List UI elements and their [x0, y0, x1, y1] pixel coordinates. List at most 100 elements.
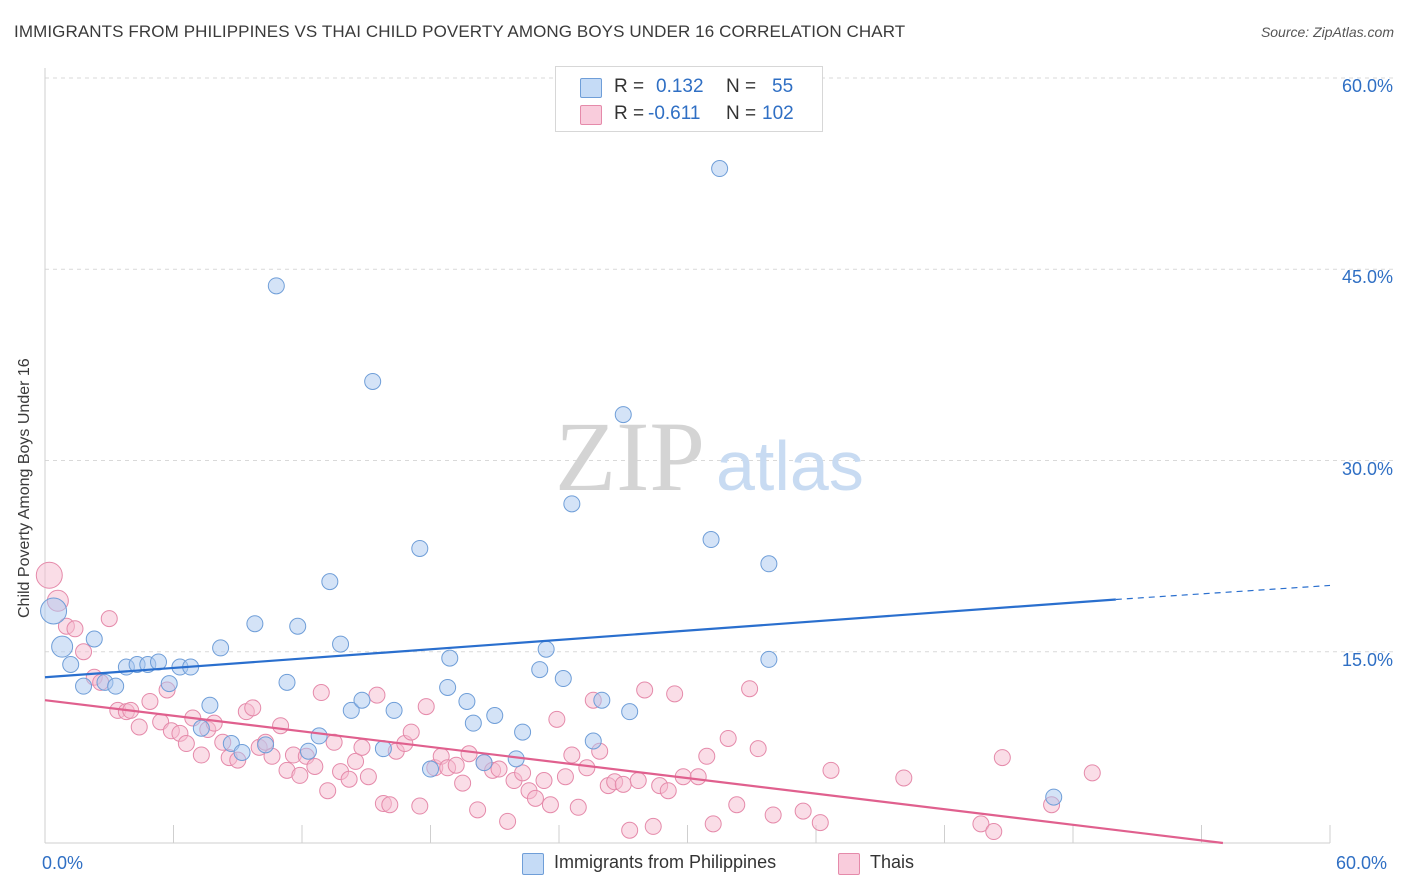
thais-point [35, 561, 63, 589]
legend-row-philippines: R = 0.132 N = 55 [556, 76, 822, 102]
philippines-point [40, 597, 68, 625]
thais-point [490, 760, 508, 778]
philippines-point [75, 677, 93, 695]
thais-point [469, 801, 487, 819]
philippines-point [107, 677, 125, 695]
bottom-legend-label: Immigrants from Philippines [554, 852, 777, 872]
thais-point [741, 680, 759, 698]
chart-title: IMMIGRANTS FROM PHILIPPINES VS THAI CHIL… [14, 22, 906, 41]
philippines-point [711, 160, 729, 178]
thais-point [541, 796, 559, 814]
philippines-point [342, 701, 360, 719]
thais-point [454, 774, 472, 792]
philippines-point [464, 714, 482, 732]
thais-point [312, 684, 330, 702]
philippines-point [531, 661, 549, 679]
thais-point [447, 756, 465, 774]
philippines-point [246, 615, 264, 633]
thais-point [381, 796, 399, 814]
philippines-point [62, 656, 80, 673]
thais-point [1083, 764, 1101, 782]
thais-point [141, 692, 159, 710]
thais-point [417, 698, 435, 716]
philippines-point [593, 691, 611, 709]
thais-point [578, 759, 596, 777]
legend-n-label: N = [726, 76, 757, 97]
philippines-point [332, 635, 350, 653]
philippines-point [584, 732, 602, 750]
philippines-point [439, 678, 457, 696]
philippines-point [310, 727, 328, 745]
philippines-point [160, 675, 178, 693]
philippines-point [353, 691, 371, 709]
philippines-point [1045, 788, 1063, 806]
thais-point [614, 775, 632, 793]
thais-point [689, 768, 707, 786]
y-tick-label: 15.0% [1341, 649, 1393, 670]
philippines-point [621, 703, 639, 721]
legend-n-value: 102 [762, 103, 794, 124]
philippines-point [422, 760, 439, 778]
y-tick-label: 30.0% [1341, 458, 1393, 479]
legend-row-thais: R = -0.611 N = 102 [556, 103, 822, 129]
philippines-point [475, 754, 493, 772]
legend-n-value: 55 [772, 76, 794, 97]
philippines-point [321, 573, 339, 591]
philippines-point [441, 649, 459, 667]
thais-point [75, 643, 93, 661]
thais-point [177, 735, 195, 753]
source-label: Source: ZipAtlas.com [1260, 24, 1394, 40]
philippines-point [563, 495, 581, 513]
bottom-legend-swatch-blue [522, 853, 544, 875]
thais-point [460, 745, 478, 763]
legend-r-value: 0.132 [656, 76, 704, 97]
bottom-legend-label: Thais [870, 852, 915, 872]
axes [44, 68, 1331, 844]
thais-point [644, 817, 662, 835]
x-tick-label-min: 0.0% [42, 853, 84, 873]
thais-point [514, 764, 532, 782]
thais-point [291, 766, 309, 784]
thais-point [972, 815, 990, 833]
thais-point [563, 746, 581, 764]
gridlines [45, 77, 1393, 653]
thais-point [698, 747, 716, 765]
thais-point [764, 806, 782, 824]
philippines-trend-line [44, 598, 1116, 679]
legend-r-label: R = [614, 103, 645, 124]
philippines-point [411, 539, 429, 557]
trend-lines [44, 584, 1331, 845]
thais-point [811, 814, 829, 832]
legend-r-value: -0.611 [648, 103, 701, 124]
thais-point [666, 685, 684, 703]
stats-legend: R = 0.132 N = 55 R = -0.611 N = 102 [555, 66, 823, 132]
watermark-atlas: atlas [716, 427, 864, 505]
philippines-point [554, 670, 572, 688]
bottom-legend-swatch-pink [838, 853, 860, 875]
thais-point [993, 749, 1011, 767]
thais-point [100, 610, 118, 628]
thais-point [556, 768, 574, 786]
philippines-point [702, 531, 720, 549]
philippines-point [514, 723, 532, 741]
philippines-point [289, 617, 307, 635]
philippines-point [364, 372, 382, 390]
philippines-point [486, 707, 504, 724]
thais-point [359, 768, 377, 786]
philippines-point [201, 696, 219, 714]
thais-point [244, 699, 262, 717]
thais-point [130, 718, 148, 736]
thais-point [319, 782, 337, 800]
thais-point [402, 723, 420, 741]
y-tick-label: 60.0% [1341, 76, 1393, 96]
thais-point [548, 710, 566, 728]
thais-point [636, 681, 654, 699]
philippines-point [374, 740, 392, 758]
philippines-points [40, 160, 1063, 806]
thais-point [728, 796, 746, 814]
legend-n-label: N = [726, 103, 757, 124]
philippines-point [760, 555, 778, 573]
philippines-point [257, 736, 275, 754]
philippines-point [51, 635, 74, 658]
